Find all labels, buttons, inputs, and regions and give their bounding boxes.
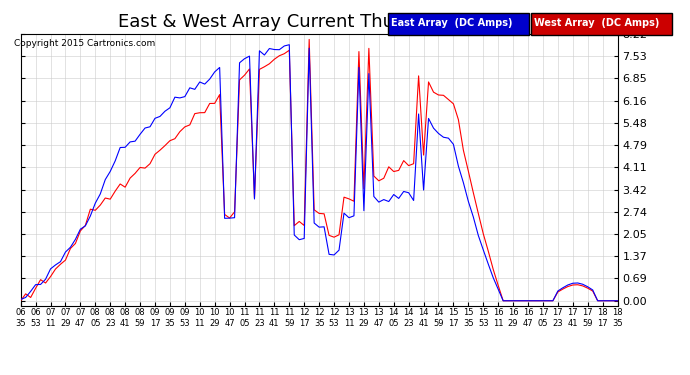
Title: East & West Array Current Thu Sep 17 18:43: East & West Array Current Thu Sep 17 18:…	[118, 13, 520, 31]
Text: West Array  (DC Amps): West Array (DC Amps)	[534, 18, 660, 27]
Text: East Array  (DC Amps): East Array (DC Amps)	[391, 18, 513, 27]
Text: Copyright 2015 Cartronics.com: Copyright 2015 Cartronics.com	[14, 39, 155, 48]
